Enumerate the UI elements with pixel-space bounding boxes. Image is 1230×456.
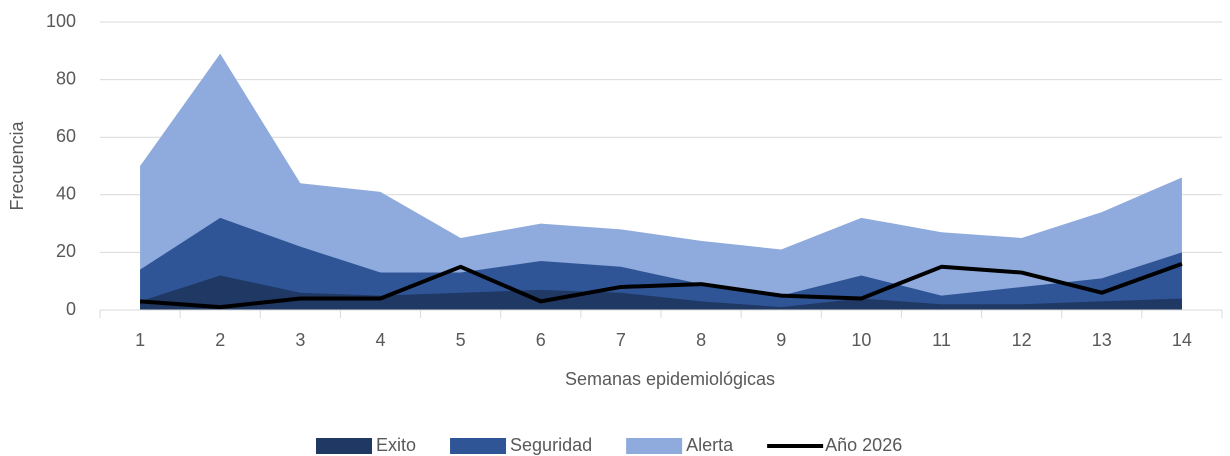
x-tick-label: 2 <box>215 330 225 350</box>
x-tick-label: 11 <box>932 330 951 350</box>
legend-label: Año 2026 <box>825 435 902 455</box>
y-tick-label: 100 <box>46 11 76 31</box>
x-tick-label: 6 <box>536 330 546 350</box>
legend-label: Seguridad <box>510 435 592 455</box>
y-axis-title: Frecuencia <box>7 120 27 210</box>
legend-swatch <box>316 438 372 454</box>
x-tick-label: 10 <box>851 330 871 350</box>
x-tick-label: 9 <box>776 330 786 350</box>
x-tick-label: 1 <box>135 330 145 350</box>
x-axis-title: Semanas epidemiológicas <box>565 369 775 389</box>
legend-swatch <box>626 438 683 454</box>
y-tick-label: 40 <box>56 184 76 204</box>
y-tick-label: 80 <box>56 68 76 88</box>
x-tick-label: 5 <box>456 330 466 350</box>
x-tick-label: 4 <box>375 330 385 350</box>
y-tick-label: 0 <box>66 299 76 319</box>
legend-label: Alerta <box>686 435 734 455</box>
x-tick-label: 8 <box>696 330 706 350</box>
x-tick-label: 13 <box>1092 330 1112 350</box>
legend-label: Exito <box>376 435 416 455</box>
line <box>139 262 1183 310</box>
y-tick-label: 60 <box>56 126 76 146</box>
area <box>140 275 1182 310</box>
x-tick-label: 14 <box>1172 330 1192 350</box>
legend-swatch <box>450 438 507 454</box>
area <box>140 53 1182 311</box>
x-tick-label: 7 <box>616 330 626 350</box>
y-tick-label: 20 <box>56 241 76 261</box>
x-tick-label: 3 <box>295 330 305 350</box>
x-tick-label: 12 <box>1012 330 1032 350</box>
area <box>140 217 1182 310</box>
